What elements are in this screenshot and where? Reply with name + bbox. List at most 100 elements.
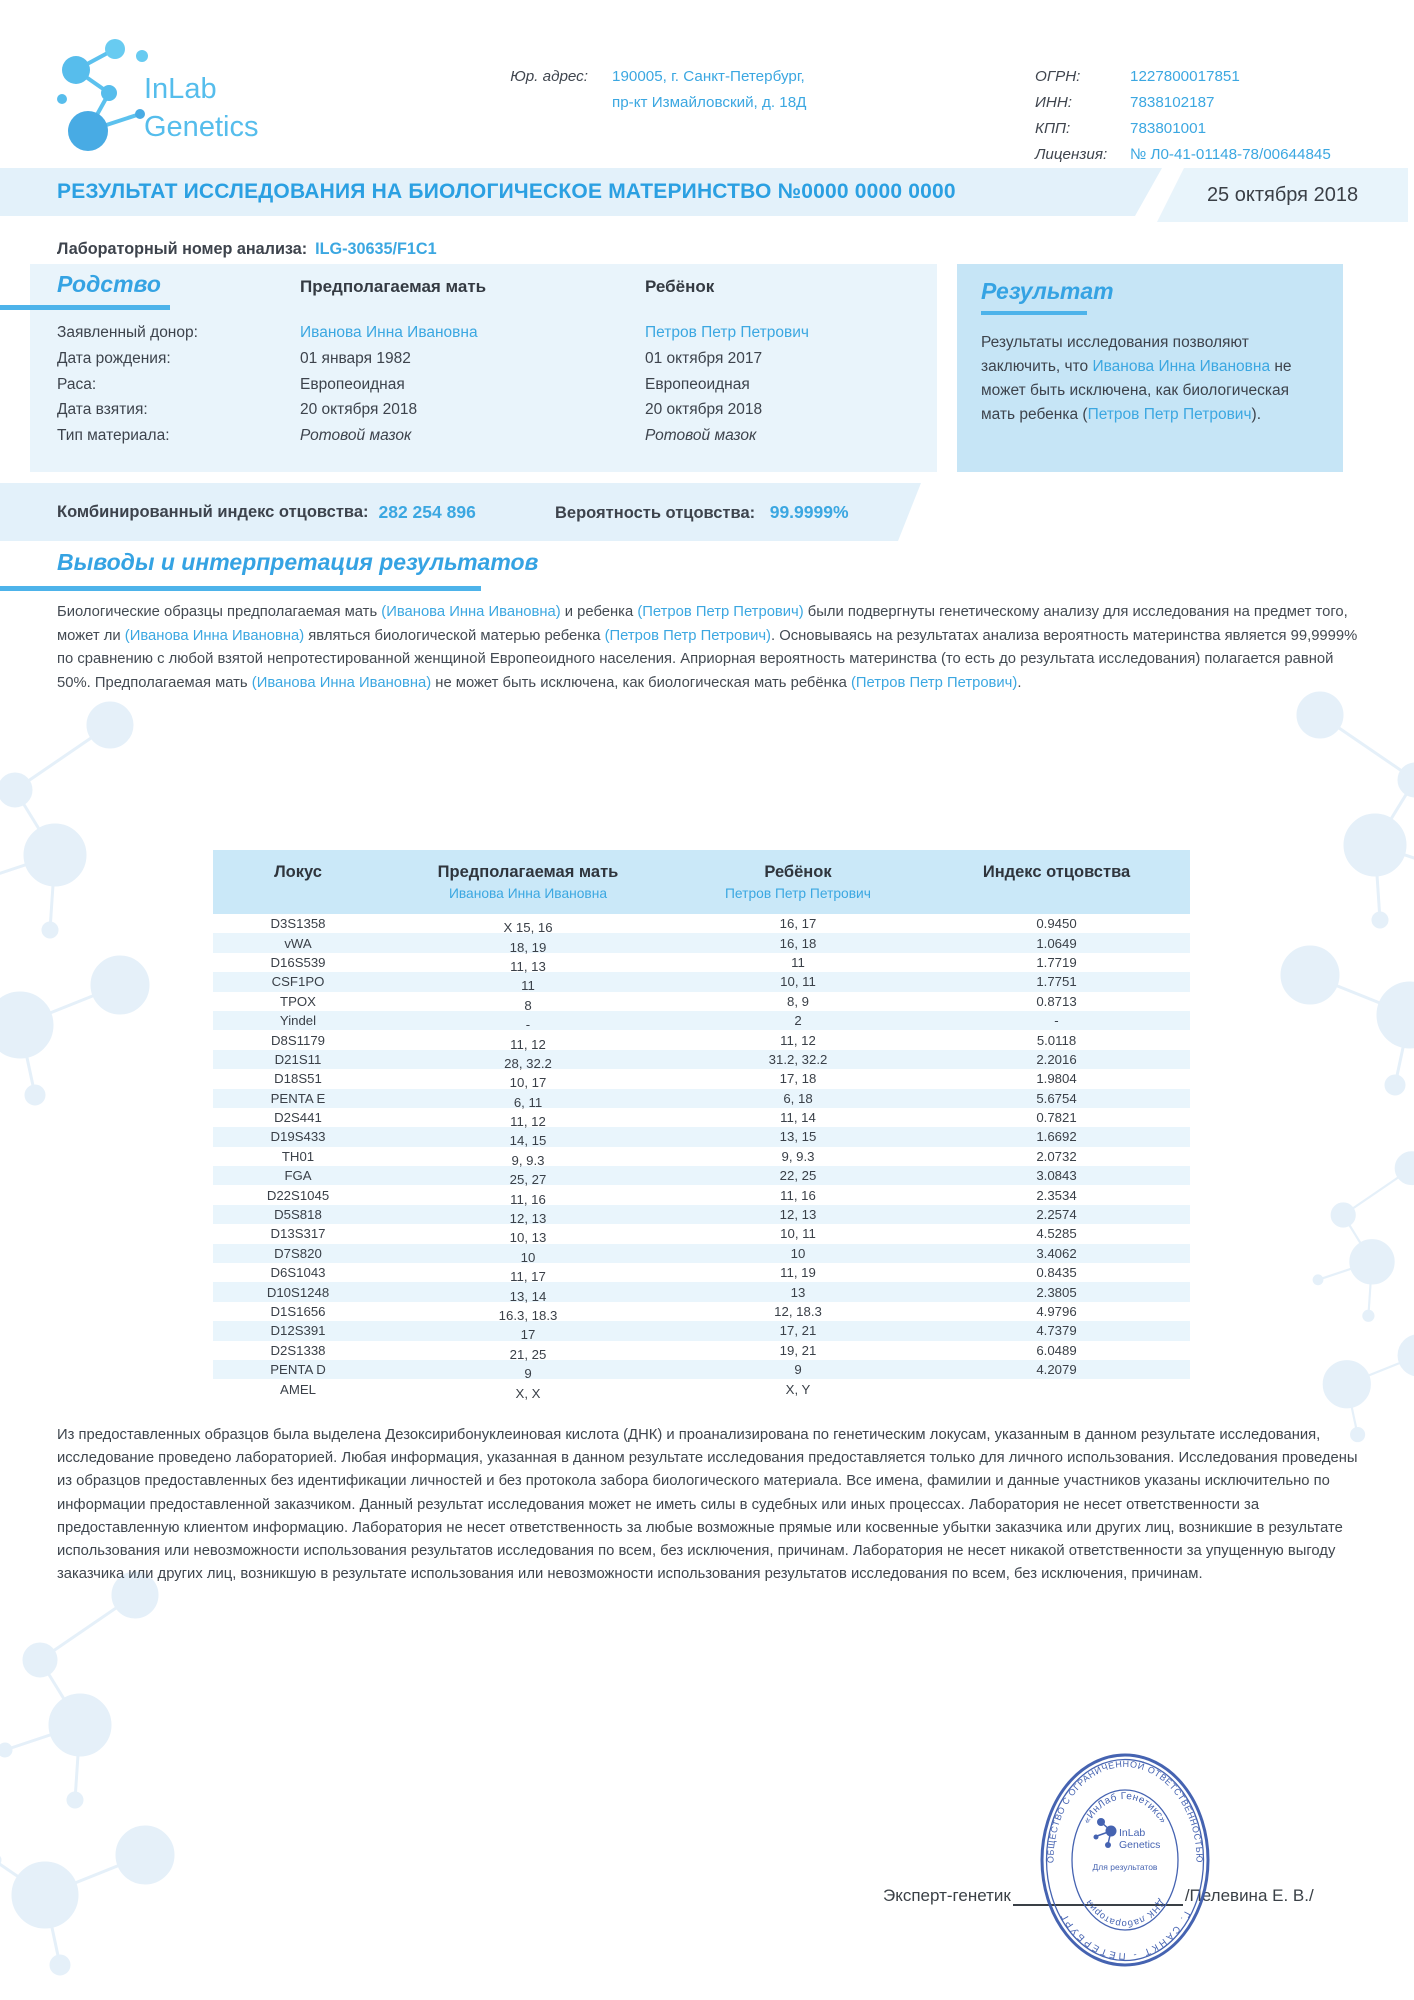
loci-table-body: D3S1358 X 15, 16 16, 17 0.9450 vWA 18, 1…	[213, 914, 1190, 1401]
table-row: CSF1PO 11 10, 11 1.7751	[213, 972, 1190, 994]
mother-alleles-cell: 11	[521, 978, 535, 994]
paternity-index-cell: 5.6754	[1036, 1090, 1077, 1106]
kinship-panel	[30, 264, 937, 472]
mother-alleles-cell: 11, 12	[510, 1114, 546, 1130]
locus-cell: D8S1179	[270, 1032, 325, 1048]
table-row: D12S391 17 17, 21 4.7379	[213, 1321, 1190, 1343]
child-alleles-cell: 16, 17	[779, 916, 817, 932]
table-row: FGA 25, 27 22, 25 3.0843	[213, 1166, 1190, 1188]
table-row: D10S1248 13, 14 13 2.3805	[213, 1282, 1190, 1304]
ogrn-value: 1227800017851	[1130, 68, 1240, 85]
locus-cell: D16S539	[270, 954, 326, 970]
cpi-label: Комбинированный индекс отцовства:	[57, 502, 369, 521]
kinship-row-label: Тип материала:	[57, 427, 170, 445]
inlab-genetics-logo: InLab Genetics	[57, 39, 258, 151]
registry-labels: ОГРН: ИНН: КПП: Лицензия:	[1035, 64, 1107, 168]
result-section-title: Результат	[981, 278, 1114, 304]
table-row: PENTA E 6, 11 6, 18 5.6754	[213, 1088, 1190, 1110]
kinship-row-label: Дата взятия:	[57, 401, 148, 419]
mother-birthdate: 01 января 1982	[300, 349, 411, 367]
mother-alleles-cell: 6, 11	[513, 1094, 543, 1110]
child-alleles-cell: 12, 13	[779, 1207, 817, 1223]
legal-address-line1: 190005, г. Санкт-Петербург,	[612, 68, 805, 85]
child-collection-date: 20 октября 2018	[645, 401, 763, 419]
child-alleles-cell: 10, 11	[780, 1226, 816, 1242]
mother-alleles-cell: 9	[524, 1366, 532, 1382]
child-alleles-cell: 13, 15	[779, 1129, 817, 1145]
mother-column-header: Предполагаемая мать	[300, 277, 487, 296]
cpi-value: 282 254 896	[378, 501, 476, 522]
locus-cell: D6S1043	[270, 1265, 326, 1281]
child-alleles-cell: 11, 16	[780, 1187, 816, 1203]
kinship-section-title: Родство	[57, 271, 161, 297]
logo-text-line2: Genetics	[144, 111, 258, 143]
mother-alleles-cell: 14, 15	[509, 1133, 547, 1149]
mother-alleles-cell: 28, 32.2	[504, 1055, 552, 1071]
locus-cell: D7S820	[274, 1245, 322, 1261]
mother-alleles-cell: 25, 27	[509, 1172, 547, 1188]
locus-cell: D3S1358	[270, 916, 326, 932]
child-name: Петров Петр Петрович	[645, 324, 809, 341]
locus-cell: D2S441	[274, 1110, 322, 1126]
paternity-index-cell: 0.7821	[1036, 1110, 1077, 1126]
mother-race: Европеоидная	[300, 375, 405, 393]
child-alleles-cell: 17, 18	[779, 1071, 817, 1087]
locus-header-label: Локус	[274, 863, 322, 881]
mother-material-type: Ротовой мазок	[300, 427, 412, 445]
report-title-bar: РЕЗУЛЬТАТ ИССЛЕДОВАНИЯ НА БИОЛОГИЧЕСКОЕ …	[0, 168, 1162, 216]
child-alleles-cell: 12, 18.3	[774, 1304, 822, 1319]
legal-address-value: 190005, г. Санкт-Петербург, пр-кт Измайл…	[612, 64, 806, 116]
child-alleles-cell: 16, 18	[779, 935, 817, 951]
child-alleles-cell: 11, 19	[780, 1265, 816, 1281]
stamp-inner-top-text: «ИнЛаб Генетикс»	[1082, 1791, 1168, 1826]
mother-alleles-cell: X 15, 16	[503, 920, 553, 936]
child-alleles-cell: 2	[794, 1013, 802, 1029]
locus-cell: D10S1248	[266, 1284, 330, 1300]
child-alleles-cell: 10	[790, 1245, 806, 1261]
table-row: D18S51 10, 17 17, 18 1.9804	[213, 1069, 1190, 1090]
table-row: D21S11 28, 32.2 31.2, 32.2 2.2016	[213, 1049, 1190, 1071]
locus-cell: D21S11	[274, 1051, 322, 1067]
signature-row: Эксперт-генетик /Пелевина Е. В./	[883, 1884, 1314, 1906]
paternity-index-cell: 1.0649	[1036, 935, 1077, 951]
child-birthdate: 01 октября 2017	[645, 349, 763, 367]
table-row: D2S441 11, 12 11, 14 0.7821	[213, 1108, 1190, 1130]
conclusions-paragraph: Биологические образцы предполагаемая мат…	[57, 604, 1358, 691]
paternity-index-cell: 4.9796	[1036, 1304, 1077, 1319]
paternity-index-cell: 2.0732	[1036, 1148, 1077, 1164]
paternity-index-cell: 0.8713	[1036, 993, 1077, 1009]
result-title-underline	[981, 311, 1087, 315]
paternity-index-band: Комбинированный индекс отцовства: 282 25…	[0, 483, 921, 541]
mother-alleles-cell: 8	[524, 997, 532, 1013]
header-cell-mother: Предполагаемая мать Иванова Инна Ивановн…	[383, 850, 673, 914]
child-alleles-cell: 22, 25	[779, 1168, 817, 1184]
result-text: Результаты исследования позволяют заключ…	[981, 334, 1292, 423]
child-header-name: Петров Петр Петрович	[725, 886, 871, 901]
stamp-outer-bottom-text: Г. САНКТ - ПЕТЕРБУРГ	[1058, 1909, 1189, 1961]
locus-cell: PENTA E	[270, 1090, 326, 1106]
child-alleles-cell: 6, 18	[783, 1090, 813, 1106]
mother-alleles-cell: 10, 13	[509, 1230, 547, 1246]
mother-alleles-cell: 17	[520, 1327, 536, 1343]
conclusions-section-title: Выводы и интерпретация результатов	[57, 549, 539, 575]
stamp-center-logo: InLab Genetics Для результатов	[1093, 1818, 1160, 1872]
signature-label: Эксперт-генетик	[883, 1886, 1011, 1905]
disclaimer-paragraph: Из предоставленных образцов была выделен…	[57, 1427, 1358, 1583]
probability-label: Вероятность отцовства:	[555, 503, 756, 522]
kinship-row-label: Раса:	[57, 375, 97, 393]
mother-header-name: Иванова Инна Ивановна	[448, 886, 608, 901]
paternity-index-cell: 3.4062	[1036, 1245, 1077, 1261]
molecule-decoration-icon	[0, 1571, 175, 1976]
paternity-index-cell: 4.2079	[1036, 1362, 1077, 1378]
paternity-index-cell: 0.9450	[1036, 916, 1077, 932]
molecule-decoration-icon	[1280, 691, 1414, 1096]
kpp-value: 783801001	[1130, 120, 1207, 137]
child-alleles-cell: 8, 9	[787, 993, 809, 1009]
paternity-index-cell: 2.2016	[1036, 1051, 1077, 1067]
child-material-type: Ротовой мазок	[645, 427, 757, 445]
inn-label: ИНН:	[1035, 94, 1073, 111]
loci-table: Локус Предполагаемая мать Иванова Инна И…	[213, 850, 1190, 1401]
molecule-decoration-icon	[1312, 1151, 1414, 1443]
child-alleles-cell: 17, 21	[779, 1323, 817, 1339]
table-row: D8S1179 11, 12 11, 12 5.0118	[213, 1030, 1190, 1052]
